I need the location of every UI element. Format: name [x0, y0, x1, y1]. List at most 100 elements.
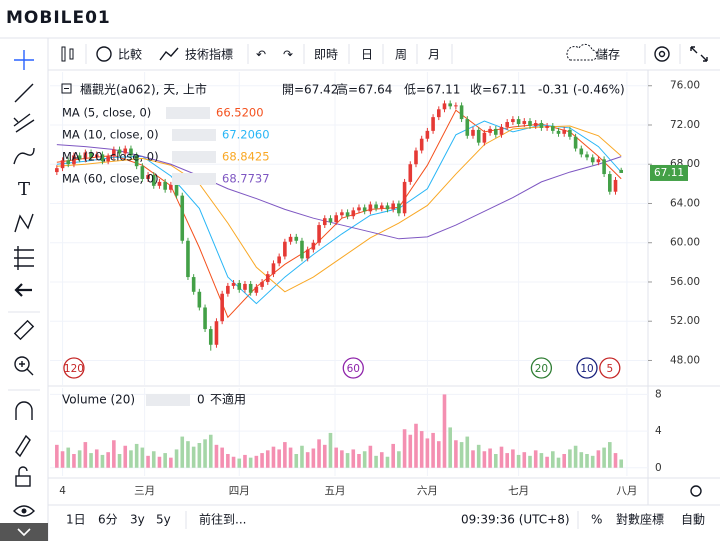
redo[interactable]: ↷ [283, 48, 293, 62]
indicators-button[interactable]: 技術指標 [185, 47, 233, 62]
range-button[interactable]: 3y [130, 513, 145, 527]
goto-button[interactable]: 前往到... [199, 512, 246, 527]
interval-week[interactable]: 周 [395, 48, 407, 62]
candle-body [596, 159, 601, 163]
plot: 67.11 120 60 20 10 5 [55, 100, 688, 468]
compare-button[interactable]: 比較 [118, 47, 142, 62]
undo[interactable]: ↶ [256, 48, 266, 62]
text-tool[interactable]: T [18, 179, 30, 200]
compare-icon[interactable] [96, 46, 112, 62]
visibility-tool[interactable] [13, 505, 35, 517]
interval-day[interactable]: 日 [361, 48, 373, 62]
volume-bar [248, 457, 253, 468]
interval-realtime[interactable]: 即時 [314, 48, 338, 62]
trend-line-tool[interactable] [14, 83, 34, 103]
candle-icon[interactable] [61, 46, 66, 62]
candle-body [476, 129, 481, 143]
y-tick-label: 8 [655, 388, 662, 400]
volume-bar [214, 444, 219, 468]
pencil-lock-tool[interactable] [15, 434, 31, 458]
toolbar: 比較 技術指標 ↶ ↷ 即時 日 周 月 儲存 [61, 43, 708, 64]
candle-body [328, 218, 333, 223]
candle-body [146, 175, 150, 179]
brand-logo: MOBILE01 [6, 8, 111, 28]
cloud-icon[interactable] [566, 43, 598, 61]
candle-body [72, 155, 76, 165]
volume-bar [585, 454, 589, 468]
candle-body [60, 160, 65, 169]
volume-controls[interactable] [146, 394, 190, 406]
volume-bar [391, 443, 395, 468]
volume-bar [402, 429, 407, 468]
candle-body [226, 285, 230, 294]
candle-body [66, 160, 71, 165]
volume-bar [226, 454, 230, 468]
candle-body [294, 236, 299, 241]
collapse-tab[interactable] [0, 523, 48, 541]
magnet-tool[interactable] [15, 401, 33, 420]
fib-tool[interactable] [13, 113, 35, 133]
volume-bar [533, 450, 538, 468]
log-toggle[interactable]: 對數座標 [616, 512, 664, 527]
volume-bar [55, 444, 59, 468]
candle-body [283, 241, 287, 257]
candle-body [385, 205, 390, 210]
axis-settings[interactable] [690, 485, 702, 497]
candle-icon[interactable] [69, 48, 74, 60]
candle-body [129, 148, 133, 156]
candle-body [300, 240, 304, 259]
range-button[interactable]: 6分 [98, 513, 118, 527]
ma-legend-controls[interactable] [172, 151, 216, 163]
candle-body [613, 179, 618, 192]
range-button[interactable]: 1日 [66, 513, 86, 527]
brush-tool[interactable] [13, 147, 35, 165]
back-tool[interactable] [14, 283, 32, 297]
candle-body [545, 125, 549, 128]
settings-icon[interactable] [654, 46, 670, 62]
candle-body [89, 152, 93, 158]
candle-body [123, 148, 128, 154]
save-button[interactable]: 儲存 [596, 48, 620, 62]
ma-legend-controls[interactable] [172, 129, 216, 141]
candle-body [368, 204, 373, 212]
candle-body [471, 129, 475, 136]
candle-body [442, 103, 447, 110]
lock-tool[interactable] [15, 475, 31, 487]
candle-body [454, 105, 458, 107]
zoom-tool[interactable] [14, 356, 30, 372]
ma-legend-controls[interactable] [172, 173, 216, 185]
volume-bar [106, 452, 110, 468]
candle-body [271, 263, 276, 275]
volume-bar [72, 454, 76, 468]
volume-bar [493, 454, 498, 468]
volume-bar [134, 443, 139, 468]
x-tick-label: 七月 [508, 485, 529, 497]
range-button[interactable]: 5y [156, 513, 171, 527]
ohlc-low: 低=67.11 [404, 83, 460, 97]
candle-body [208, 329, 213, 345]
volume-bar [488, 448, 492, 468]
candle-body [322, 218, 327, 226]
fullscreen-icon[interactable] [690, 46, 708, 62]
candle-body [499, 126, 504, 135]
ma-legend-name: MA (5, close, 0) [62, 106, 151, 120]
candle-body [112, 149, 116, 157]
pattern-tool[interactable] [14, 213, 34, 233]
candle-body [254, 286, 259, 293]
volume-bar [260, 453, 264, 468]
auto-toggle[interactable]: 自動 [681, 513, 705, 527]
collapse-legend[interactable] [61, 83, 72, 94]
ruler-tool[interactable] [13, 319, 35, 341]
indicator-icon[interactable] [159, 47, 179, 61]
crosshair-tool[interactable] [14, 50, 34, 70]
x-tick-label: 四月 [229, 485, 250, 497]
candle-body [511, 119, 515, 123]
ma-legend-controls[interactable] [166, 107, 210, 119]
prediction-tool[interactable] [14, 246, 34, 270]
percent-toggle[interactable]: % [591, 513, 602, 527]
volume-bar [163, 453, 167, 468]
interval-month[interactable]: 月 [428, 48, 440, 62]
volume-bar [77, 450, 82, 468]
event-marker-label: 120 [64, 363, 84, 375]
candle-body [528, 121, 532, 126]
